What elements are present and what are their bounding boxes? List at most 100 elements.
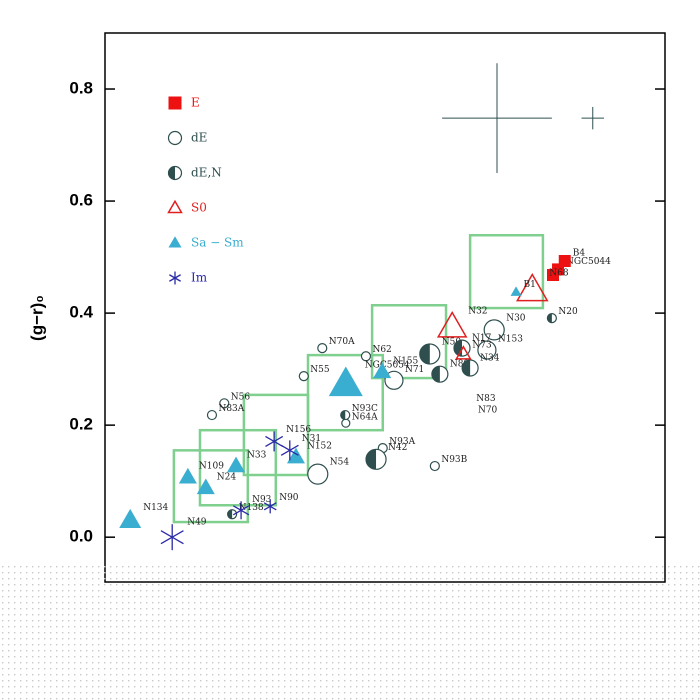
point-label: N134 bbox=[143, 503, 168, 513]
point-label: N31 bbox=[302, 434, 321, 444]
point-label: N55 bbox=[310, 365, 330, 375]
marker-open-triangle bbox=[455, 345, 472, 360]
point-label: N20 bbox=[558, 307, 578, 317]
marker-asterisk bbox=[265, 431, 284, 452]
marker-triangle bbox=[227, 456, 246, 473]
point-label: N54 bbox=[330, 458, 350, 468]
triangle bbox=[119, 508, 142, 529]
legend-label: S0 bbox=[191, 201, 207, 215]
plot-frame bbox=[104, 32, 666, 583]
point-label: N138 bbox=[239, 503, 264, 513]
point-label: N64A bbox=[352, 413, 378, 423]
point-label: N68 bbox=[549, 269, 569, 279]
point-label: N33 bbox=[247, 451, 267, 461]
region-box bbox=[242, 393, 310, 477]
point-label: N24 bbox=[217, 472, 237, 482]
circle bbox=[483, 319, 505, 341]
triangle bbox=[510, 286, 522, 296]
marker-circle bbox=[483, 319, 505, 341]
point-label: N30 bbox=[506, 313, 526, 323]
circle bbox=[298, 371, 309, 382]
triangle bbox=[227, 456, 246, 473]
marker-half-circle bbox=[431, 365, 449, 383]
half bbox=[431, 366, 440, 383]
legend-symbol bbox=[167, 199, 183, 214]
marker-triangle bbox=[328, 366, 363, 397]
legend-label: Sa − Sm bbox=[191, 236, 244, 250]
point-label: N83A bbox=[218, 404, 244, 414]
point-label: N71 bbox=[405, 365, 424, 375]
point-label: N49 bbox=[187, 518, 207, 528]
point-label: N56 bbox=[231, 392, 251, 402]
region-box bbox=[370, 304, 448, 380]
stroke bbox=[263, 502, 277, 511]
y-axis-label: (g−r)₀ bbox=[27, 295, 46, 341]
point-label: NGC5054 bbox=[365, 361, 410, 371]
marker-circle bbox=[429, 460, 440, 472]
circle bbox=[429, 460, 440, 472]
marker-asterisk bbox=[160, 524, 184, 551]
triangle bbox=[436, 310, 468, 338]
point-label: N93C bbox=[352, 404, 378, 414]
region-box bbox=[306, 353, 385, 432]
marker-open-triangle bbox=[436, 310, 468, 338]
point-label: N93B bbox=[441, 455, 467, 465]
marker-triangle bbox=[196, 478, 215, 495]
point-label: N93A bbox=[389, 437, 415, 447]
point-label: N93 bbox=[252, 495, 272, 505]
region-box bbox=[468, 233, 545, 310]
triangle bbox=[167, 199, 183, 214]
y-tick-label: 0.8 bbox=[69, 79, 93, 98]
point-label: N70A bbox=[329, 337, 355, 347]
triangle bbox=[196, 478, 215, 495]
half bbox=[227, 509, 233, 519]
triangle bbox=[168, 236, 182, 248]
point-label: N32 bbox=[468, 307, 487, 317]
triangle bbox=[286, 447, 305, 464]
marker-triangle bbox=[119, 508, 142, 529]
point-label: B1 bbox=[524, 280, 536, 290]
circle bbox=[206, 409, 218, 421]
point-label: N89 bbox=[450, 360, 470, 370]
point-label: N50 bbox=[442, 337, 462, 347]
point-label: N17 bbox=[472, 334, 492, 344]
marker-half-circle bbox=[365, 448, 387, 470]
circle bbox=[317, 343, 328, 354]
legend-symbol bbox=[168, 236, 182, 248]
half bbox=[547, 313, 552, 323]
triangle bbox=[373, 362, 392, 379]
point-label: N62 bbox=[372, 345, 391, 355]
marker-circle bbox=[298, 371, 309, 382]
circle bbox=[477, 340, 497, 360]
square bbox=[558, 255, 571, 268]
legend-label: E bbox=[191, 96, 200, 110]
region-box bbox=[198, 428, 278, 507]
legend-label: dE bbox=[191, 131, 207, 145]
circle bbox=[341, 418, 351, 428]
point-label: N156 bbox=[286, 425, 311, 435]
marker-circle bbox=[477, 340, 497, 360]
marker-circle bbox=[317, 343, 328, 354]
marker-square bbox=[558, 255, 571, 268]
y-tick-label: 0.4 bbox=[69, 303, 93, 322]
legend-symbol bbox=[169, 271, 181, 285]
annotation: N83 bbox=[476, 394, 496, 404]
legend-symbol bbox=[168, 96, 182, 110]
dotted-overlay bbox=[0, 562, 700, 700]
triangle bbox=[515, 272, 549, 302]
half bbox=[366, 449, 377, 470]
legend-symbol bbox=[167, 165, 183, 181]
marker-circle bbox=[341, 418, 351, 428]
marker-circle bbox=[206, 409, 218, 421]
circle bbox=[360, 351, 372, 362]
point-label: N34 bbox=[480, 354, 500, 364]
marker-circle bbox=[307, 463, 329, 485]
marker-half-circle bbox=[340, 409, 351, 421]
marker-half-circle bbox=[546, 313, 557, 324]
half bbox=[419, 343, 430, 364]
legend-label: Im bbox=[191, 271, 208, 285]
half bbox=[462, 360, 471, 377]
y-tick-label: 0.2 bbox=[69, 415, 93, 434]
point-label: B4 bbox=[573, 249, 586, 259]
marker-half-circle bbox=[227, 509, 238, 520]
